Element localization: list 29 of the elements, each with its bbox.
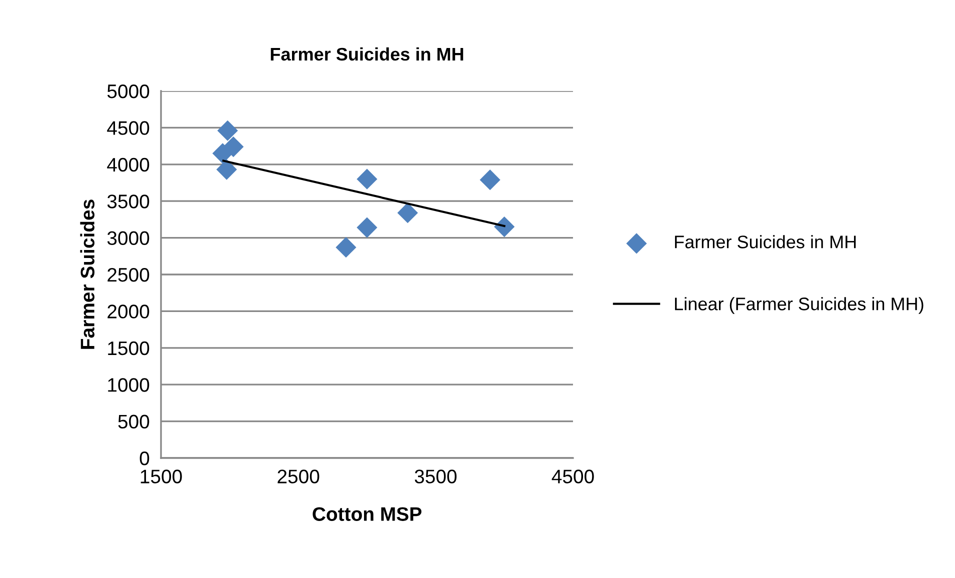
x-tick-label: 1500 [140, 470, 182, 484]
point [336, 237, 356, 258]
point [216, 159, 237, 180]
point [212, 143, 233, 164]
y-tick-label: 2500 [108, 268, 150, 282]
y-tick-label: 0 [140, 451, 150, 466]
x-axis-title: Cotton MSP [312, 507, 422, 521]
point [217, 120, 238, 141]
y-tick-label: 5000 [107, 84, 150, 98]
y-tick-label: 3000 [107, 231, 150, 246]
point [480, 170, 500, 190]
y-axis-title: Farmer Suicides [80, 200, 94, 349]
point [356, 168, 378, 190]
point [356, 217, 378, 238]
y-tick-label: 4000 [107, 158, 150, 172]
y-tick-label: 500 [118, 414, 150, 429]
x-tick-label: 3500 [414, 470, 457, 484]
legend-label: Farmer Suicides in MH [675, 235, 856, 248]
legend-label: Linear (Farmer Suicides in MH) [675, 297, 924, 314]
point [397, 202, 418, 224]
y-tick-label: 3500 [107, 194, 150, 208]
y-tick-label: 4500 [107, 121, 150, 135]
chart-title: Farmer Suicides in MH [270, 47, 464, 61]
x-tick-label: 4500 [552, 470, 594, 484]
point [494, 216, 515, 238]
y-tick-label: 1500 [108, 341, 150, 356]
y-tick-label: 1000 [108, 378, 150, 392]
y-tick-label: 2000 [108, 304, 150, 318]
x-tick-label: 2500 [278, 470, 320, 484]
